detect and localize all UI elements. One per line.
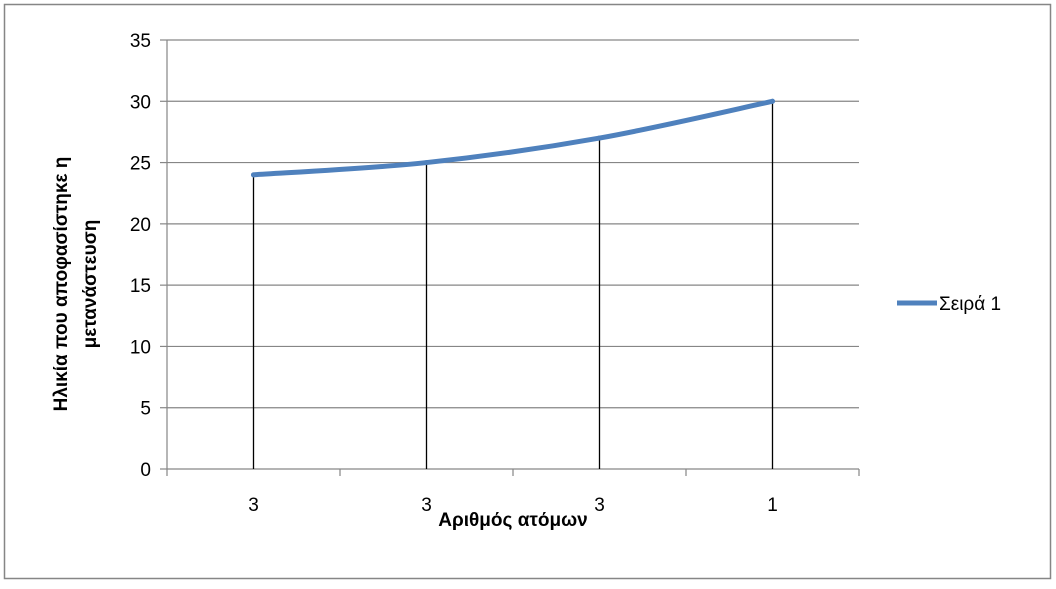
y-tick-label-15: 15 <box>130 276 151 297</box>
x-tick-label-1: 3 <box>248 495 259 516</box>
y-tick-label-5: 5 <box>140 399 151 420</box>
drop-lines <box>252 101 774 469</box>
series-line-series-1 <box>251 98 775 178</box>
chart-border <box>3 3 1052 580</box>
y-tick-label-35: 35 <box>130 31 151 52</box>
data-point-1 <box>251 172 256 178</box>
series-layer <box>251 98 775 178</box>
y-tick-label-30: 30 <box>130 92 151 113</box>
x-tick-label-2: 3 <box>421 495 432 516</box>
y-tick-label-25: 25 <box>130 154 151 175</box>
x-tick-label-4: 1 <box>767 495 778 516</box>
data-point-4 <box>770 98 775 104</box>
x-axis-title: Αριθμός ατόμων <box>438 510 587 531</box>
legend-label-series-1: Σειρά 1 <box>939 294 1001 315</box>
legend: Σειρά 1 <box>897 294 1001 315</box>
x-axis-ticks: 3 3 3 1 <box>248 495 778 516</box>
x-tick-label-3: 3 <box>594 495 605 516</box>
y-axis-title-line-1: Ηλικία που αποφασίστηκε η <box>51 157 72 412</box>
y-tick-label-20: 20 <box>130 215 151 236</box>
data-point-3 <box>597 135 602 141</box>
y-axis-title: Ηλικία που αποφασίστηκε η μετανάστευση <box>51 157 101 412</box>
gridlines <box>160 39 860 476</box>
y-axis-title-line-2: μετανάστευση <box>80 220 101 349</box>
y-tick-label-0: 0 <box>140 460 151 481</box>
y-axis-ticks: 0 5 10 15 20 25 30 35 <box>130 31 151 481</box>
data-point-2 <box>424 160 429 166</box>
y-tick-label-10: 10 <box>130 337 151 358</box>
